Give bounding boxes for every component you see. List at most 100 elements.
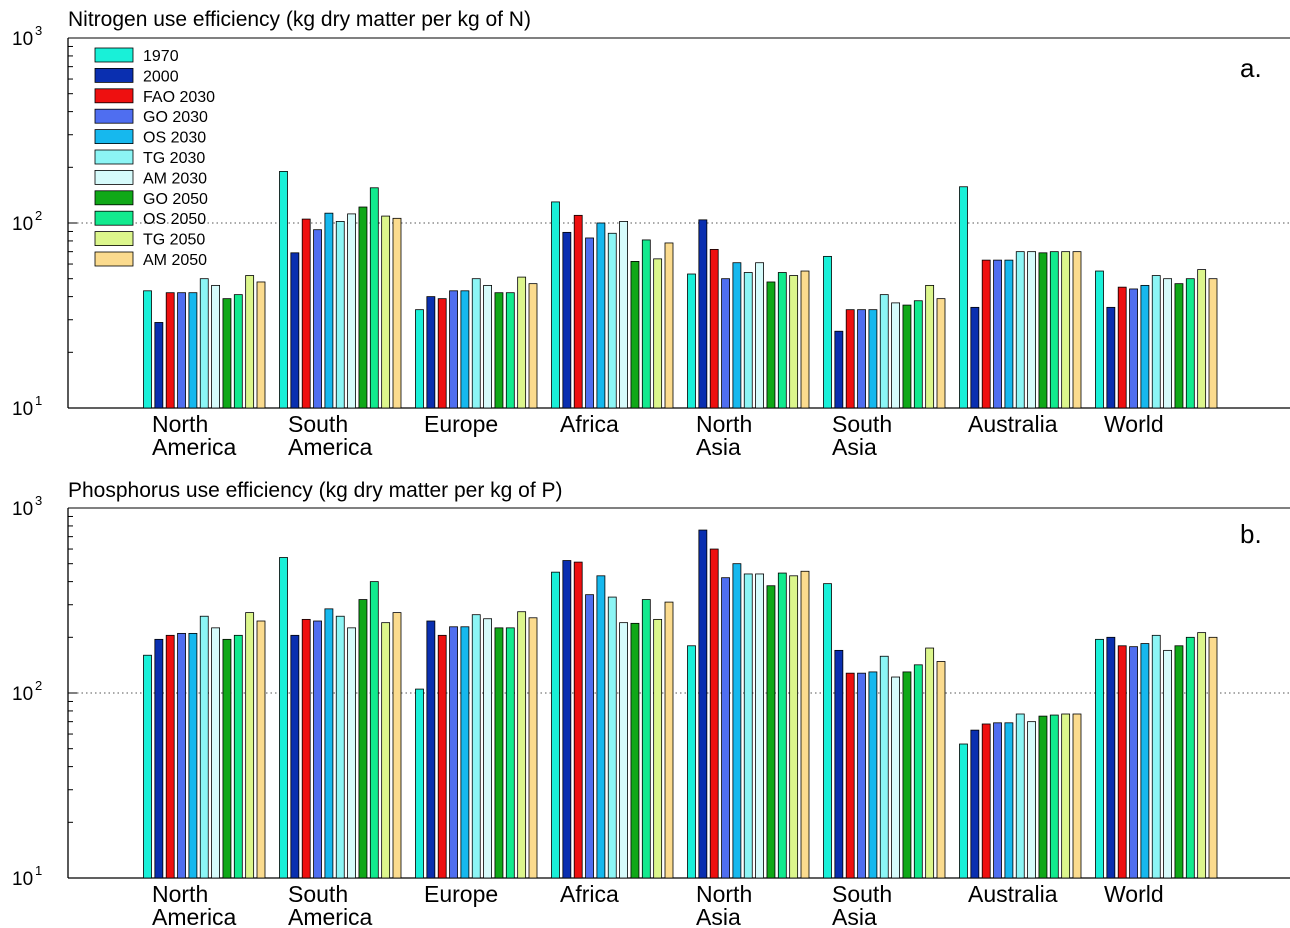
category-label: North: [152, 411, 208, 437]
bar: [245, 612, 255, 879]
bar: [664, 242, 674, 409]
bar: [1151, 634, 1161, 879]
bar: [222, 298, 232, 409]
category-label: Asia: [696, 904, 741, 928]
bar: [868, 309, 878, 409]
bar: [562, 231, 572, 409]
bar: [449, 626, 458, 879]
category-label: Asia: [696, 434, 741, 460]
bar: [460, 290, 470, 409]
category-label: America: [288, 904, 373, 928]
bar: [1129, 288, 1138, 409]
y-tick-exponent: 2: [35, 678, 42, 693]
category-label: South: [288, 411, 348, 437]
bar: [913, 664, 923, 879]
bar: [551, 571, 560, 879]
bar: [143, 290, 152, 409]
bar: [868, 671, 878, 879]
bar: [369, 187, 379, 409]
y-tick-exponent: 1: [35, 393, 42, 408]
bar: [313, 620, 322, 879]
bar: [1208, 636, 1218, 879]
bar: [1117, 286, 1127, 409]
bar: [1163, 278, 1172, 409]
bar: [641, 239, 651, 409]
bar: [698, 529, 708, 879]
category-label: North: [696, 411, 752, 437]
bar: [347, 627, 357, 879]
bar: [845, 672, 855, 879]
panel-b-label: b.: [1240, 519, 1262, 549]
bar: [777, 272, 787, 409]
bar: [211, 627, 221, 879]
bar: [154, 638, 164, 879]
bar: [1049, 714, 1059, 879]
bar: [653, 258, 663, 409]
bar: [188, 632, 198, 879]
bar: [800, 570, 810, 879]
bar: [857, 672, 866, 879]
bar: [415, 688, 424, 879]
bar: [165, 292, 175, 409]
bar: [415, 309, 424, 409]
bar: [1095, 270, 1104, 409]
legend-label: TG 2030: [143, 150, 205, 167]
y-tick-label: 10: [12, 399, 33, 420]
bar: [1004, 722, 1014, 879]
legend-swatch: [94, 108, 134, 124]
bar: [471, 278, 481, 409]
bar: [823, 583, 832, 879]
bar: [256, 620, 266, 879]
category-label: Africa: [560, 411, 619, 437]
bar: [437, 634, 447, 879]
bar: [1061, 251, 1071, 409]
category-label: World: [1104, 881, 1164, 907]
legend-label: 2000: [143, 68, 179, 85]
bar: [505, 627, 515, 879]
bar: [721, 577, 730, 879]
bar: [279, 171, 288, 409]
bar: [1072, 713, 1082, 879]
bar: [1106, 306, 1116, 409]
category-label: Africa: [560, 881, 619, 907]
bar: [335, 615, 345, 879]
bar: [573, 561, 583, 879]
bar: [471, 614, 481, 879]
bar: [721, 278, 730, 409]
bar: [981, 259, 991, 409]
y-tick-label: 10: [12, 499, 33, 520]
legend-label: AM 2050: [143, 252, 207, 269]
bar: [1129, 646, 1138, 879]
category-label: South: [288, 881, 348, 907]
bar: [233, 634, 243, 879]
bar: [630, 261, 640, 409]
bar: [891, 302, 900, 409]
bar: [233, 294, 243, 409]
bar: [709, 248, 719, 409]
bar: [381, 622, 391, 879]
bar: [313, 229, 322, 409]
panel-b-title: Phosphorus use efficiency (kg dry matter…: [68, 479, 563, 502]
bar: [777, 572, 787, 879]
bar: [959, 743, 968, 879]
bar: [245, 275, 255, 409]
legend-label: FAO 2030: [143, 89, 215, 106]
bar: [1151, 275, 1161, 409]
bar: [199, 615, 209, 879]
bar: [392, 612, 402, 879]
bar: [755, 262, 764, 409]
bar: [1185, 278, 1195, 409]
bar: [256, 281, 266, 409]
bar: [993, 722, 1002, 879]
y-tick-exponent: 3: [35, 23, 42, 38]
bar: [1208, 278, 1218, 409]
legend: 1970 2000 FAO 2030 GO 2030 OS 2030 TG 2030 AM …: [94, 47, 215, 269]
bar: [585, 237, 594, 409]
bar: [630, 622, 640, 879]
bar: [743, 573, 753, 879]
bar: [301, 618, 311, 879]
bar: [437, 298, 447, 409]
bar: [1117, 645, 1127, 879]
